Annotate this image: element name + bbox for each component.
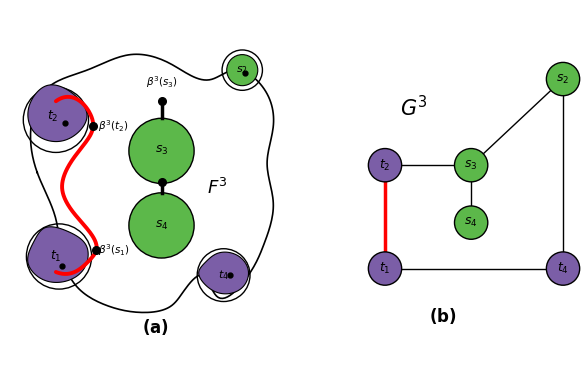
Text: $\beta^3(t_2)$: $\beta^3(t_2)$	[98, 118, 128, 134]
Text: $t_2$: $t_2$	[47, 109, 59, 124]
Text: $s_3$: $s_3$	[465, 159, 478, 172]
Text: $t_1$: $t_1$	[50, 249, 62, 264]
Text: $\bf{(a)}$: $\bf{(a)}$	[142, 317, 169, 337]
Circle shape	[227, 55, 258, 86]
Text: $\bf{(b)}$: $\bf{(b)}$	[428, 306, 456, 326]
Text: $\beta^3(s_3)$: $\beta^3(s_3)$	[145, 74, 178, 90]
Circle shape	[546, 62, 580, 96]
Text: $s_2$: $s_2$	[236, 64, 248, 76]
Circle shape	[546, 252, 580, 285]
Polygon shape	[199, 252, 248, 294]
Circle shape	[369, 149, 401, 182]
Circle shape	[455, 149, 488, 182]
Text: $s_2$: $s_2$	[557, 73, 570, 86]
Text: $t_2$: $t_2$	[379, 158, 391, 173]
Text: $t_1$: $t_1$	[379, 261, 391, 276]
Text: $s_4$: $s_4$	[155, 219, 168, 232]
Circle shape	[129, 118, 194, 184]
Text: $F^3$: $F^3$	[207, 178, 228, 198]
Polygon shape	[30, 54, 274, 313]
Text: $t_4$: $t_4$	[557, 261, 569, 276]
Text: $t_4$: $t_4$	[218, 268, 229, 282]
Polygon shape	[28, 85, 87, 142]
Polygon shape	[28, 227, 88, 282]
Text: $\beta^3(s_1)$: $\beta^3(s_1)$	[98, 242, 130, 258]
Circle shape	[369, 252, 401, 285]
Circle shape	[455, 206, 488, 239]
Text: $G^3$: $G^3$	[400, 95, 428, 120]
Circle shape	[129, 193, 194, 258]
Text: $s_4$: $s_4$	[464, 216, 478, 229]
Text: $s_3$: $s_3$	[155, 144, 168, 157]
